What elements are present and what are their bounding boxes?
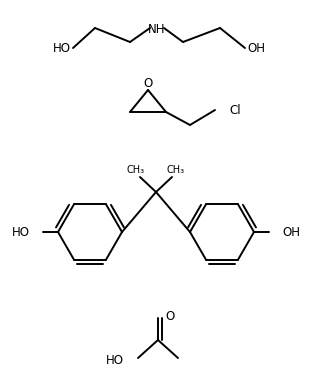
Text: Cl: Cl [229,104,241,117]
Text: OH: OH [282,226,300,238]
Text: HO: HO [106,355,124,368]
Text: HO: HO [12,226,30,238]
Text: O: O [165,310,175,323]
Text: NH: NH [148,22,166,35]
Text: HO: HO [53,42,71,55]
Text: O: O [143,77,153,89]
Text: OH: OH [247,42,265,55]
Text: CH₃: CH₃ [167,165,185,175]
Text: CH₃: CH₃ [127,165,145,175]
